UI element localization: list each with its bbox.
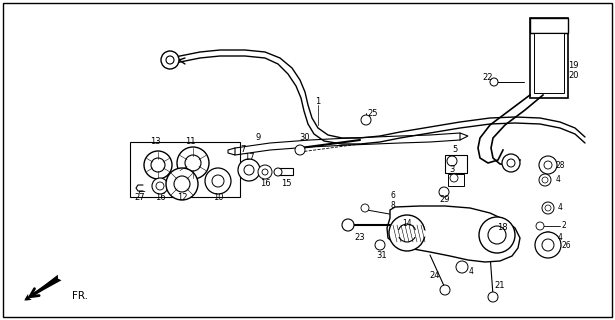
Circle shape — [174, 176, 190, 192]
Circle shape — [542, 239, 554, 251]
Text: 19: 19 — [568, 60, 579, 69]
Circle shape — [212, 175, 224, 187]
Text: 27: 27 — [135, 194, 145, 203]
Circle shape — [185, 155, 201, 171]
Text: 29: 29 — [440, 196, 450, 204]
Circle shape — [258, 165, 272, 179]
Text: 18: 18 — [497, 223, 507, 233]
Circle shape — [539, 156, 557, 174]
Circle shape — [389, 215, 425, 251]
Bar — [130, 142, 240, 197]
Circle shape — [342, 219, 354, 231]
Bar — [445, 155, 467, 173]
Circle shape — [490, 78, 498, 86]
Circle shape — [488, 292, 498, 302]
Circle shape — [440, 285, 450, 295]
Circle shape — [439, 187, 449, 197]
Circle shape — [152, 178, 168, 194]
Text: 3: 3 — [450, 165, 454, 174]
Text: 4: 4 — [469, 267, 474, 276]
Circle shape — [545, 205, 551, 211]
Circle shape — [151, 158, 165, 172]
Text: 1: 1 — [315, 98, 320, 107]
Text: FR.: FR. — [72, 291, 88, 301]
Circle shape — [262, 169, 268, 175]
Circle shape — [205, 168, 231, 194]
Text: ⌐: ⌐ — [138, 186, 146, 196]
Polygon shape — [460, 133, 468, 140]
Text: 6: 6 — [391, 190, 395, 199]
Text: 5: 5 — [453, 146, 458, 155]
Circle shape — [456, 261, 468, 273]
Circle shape — [156, 182, 164, 190]
Text: 25: 25 — [368, 108, 378, 117]
Circle shape — [295, 145, 305, 155]
Text: 11: 11 — [184, 138, 195, 147]
Bar — [534, 33, 564, 93]
Circle shape — [361, 204, 369, 212]
Circle shape — [238, 159, 260, 181]
Circle shape — [177, 147, 209, 179]
Text: 22: 22 — [483, 74, 493, 83]
Text: 16: 16 — [260, 179, 271, 188]
Circle shape — [479, 217, 515, 253]
Circle shape — [488, 226, 506, 244]
Text: 4: 4 — [558, 234, 563, 243]
Text: 10: 10 — [213, 194, 223, 203]
Text: 17: 17 — [244, 154, 255, 163]
Text: 26: 26 — [562, 241, 571, 250]
Circle shape — [447, 156, 457, 166]
Circle shape — [545, 235, 551, 241]
Circle shape — [542, 177, 548, 183]
Bar — [448, 174, 464, 186]
Circle shape — [542, 202, 554, 214]
Text: 20: 20 — [568, 70, 579, 79]
Circle shape — [398, 224, 416, 242]
Text: 24: 24 — [430, 270, 440, 279]
Circle shape — [450, 174, 458, 182]
Text: 12: 12 — [177, 194, 187, 203]
Polygon shape — [387, 206, 520, 262]
Circle shape — [536, 222, 544, 230]
Circle shape — [166, 56, 174, 64]
Polygon shape — [228, 148, 235, 155]
Circle shape — [361, 115, 371, 125]
Circle shape — [535, 232, 561, 258]
Circle shape — [274, 168, 282, 176]
Circle shape — [507, 159, 515, 167]
Circle shape — [166, 168, 198, 200]
Circle shape — [539, 174, 551, 186]
Circle shape — [244, 165, 254, 175]
Text: 30: 30 — [300, 133, 311, 142]
Circle shape — [502, 154, 520, 172]
Circle shape — [544, 161, 552, 169]
Text: 7: 7 — [240, 145, 245, 154]
Text: 4: 4 — [558, 204, 563, 212]
Circle shape — [144, 151, 172, 179]
Circle shape — [375, 240, 385, 250]
Text: 14: 14 — [402, 219, 412, 228]
Circle shape — [161, 51, 179, 69]
Bar — [530, 18, 568, 33]
Text: 2: 2 — [562, 221, 567, 230]
Circle shape — [542, 232, 554, 244]
Text: 9: 9 — [255, 133, 261, 142]
Text: 8: 8 — [391, 201, 395, 210]
Text: 21: 21 — [494, 281, 506, 290]
Text: 4: 4 — [556, 175, 561, 185]
Polygon shape — [278, 168, 293, 175]
Text: 31: 31 — [376, 251, 387, 260]
Text: 23: 23 — [355, 233, 365, 242]
Text: 28: 28 — [556, 161, 566, 170]
Text: 13: 13 — [149, 138, 161, 147]
Text: 15: 15 — [281, 179, 292, 188]
Bar — [530, 18, 568, 98]
Text: 16: 16 — [155, 194, 165, 203]
